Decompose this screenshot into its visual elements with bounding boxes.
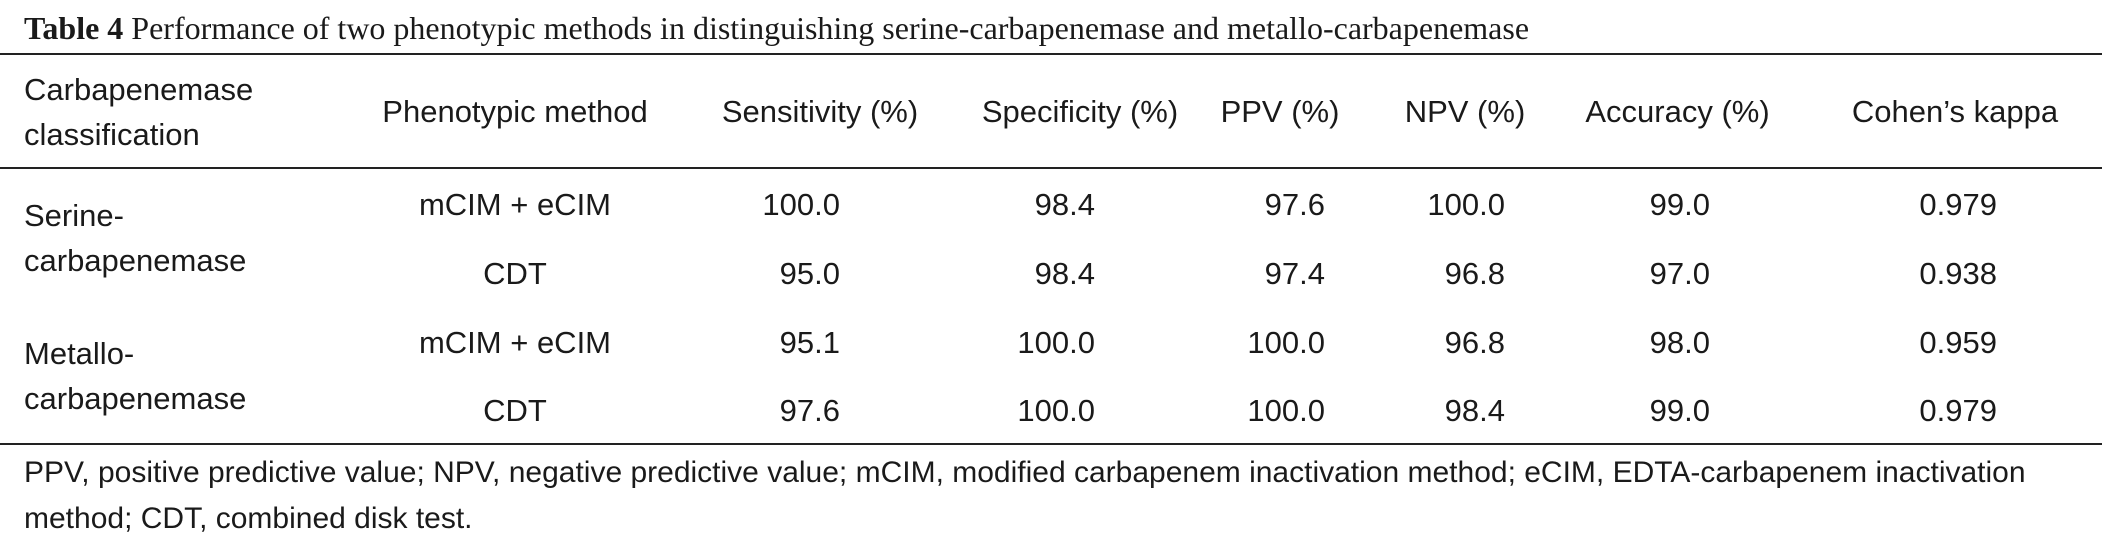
group-label-line1: Metallo- xyxy=(24,336,135,371)
cell-specificity: 98.4 xyxy=(1034,256,1095,291)
cell-method: CDT xyxy=(483,393,547,428)
cell-kappa: 0.979 xyxy=(1919,187,1997,222)
cell-ppv: 97.6 xyxy=(1264,187,1325,222)
header-classification-line2: classification xyxy=(24,117,200,152)
cell-npv: 100.0 xyxy=(1427,187,1505,222)
cell-sensitivity: 100.0 xyxy=(762,187,840,222)
caption-text: Performance of two phenotypic methods in… xyxy=(131,10,1530,46)
group-label-line2: carbapenemase xyxy=(24,381,247,416)
cell-ppv: 100.0 xyxy=(1247,393,1325,428)
cell-kappa: 0.938 xyxy=(1919,256,1997,291)
header-classification-line1: Carbapenemase xyxy=(24,72,254,107)
cell-ppv: 100.0 xyxy=(1247,325,1325,360)
bottom-rule xyxy=(0,443,2102,445)
table-caption: Table 4 Performance of two phenotypic me… xyxy=(24,6,1529,50)
cell-method: mCIM + eCIM xyxy=(418,325,612,360)
cell-accuracy: 98.0 xyxy=(1649,325,1710,360)
cell-accuracy: 97.0 xyxy=(1649,256,1710,291)
cell-specificity: 98.4 xyxy=(1034,187,1095,222)
header-npv: NPV (%) xyxy=(1404,94,1526,129)
header-accuracy: Accuracy (%) xyxy=(1585,94,1770,129)
header-specificity: Specificity (%) xyxy=(981,94,1179,129)
cell-sensitivity: 95.1 xyxy=(779,325,840,360)
group-label-line1: Serine- xyxy=(24,198,124,233)
cell-npv: 98.4 xyxy=(1444,393,1505,428)
cell-sensitivity: 95.0 xyxy=(779,256,840,291)
cell-specificity: 100.0 xyxy=(1017,393,1095,428)
header-kappa: Cohen’s kappa xyxy=(1851,94,2059,129)
cell-sensitivity: 97.6 xyxy=(779,393,840,428)
cell-accuracy: 99.0 xyxy=(1649,187,1710,222)
cell-kappa: 0.959 xyxy=(1919,325,1997,360)
header-ppv: PPV (%) xyxy=(1220,94,1340,129)
cell-kappa: 0.979 xyxy=(1919,393,1997,428)
header-method: Phenotypic method xyxy=(382,94,648,129)
header-rule xyxy=(0,167,2102,169)
cell-npv: 96.8 xyxy=(1444,256,1505,291)
header-sensitivity: Sensitivity (%) xyxy=(721,94,919,129)
group-label-line2: carbapenemase xyxy=(24,243,247,278)
cell-ppv: 97.4 xyxy=(1264,256,1325,291)
cell-npv: 96.8 xyxy=(1444,325,1505,360)
table-label: Table 4 xyxy=(24,10,124,46)
cell-method: mCIM + eCIM xyxy=(418,187,612,222)
cell-specificity: 100.0 xyxy=(1017,325,1095,360)
cell-accuracy: 99.0 xyxy=(1649,393,1710,428)
top-rule xyxy=(0,53,2102,55)
cell-method: CDT xyxy=(483,256,547,291)
table-footnote: PPV, positive predictive value; NPV, neg… xyxy=(24,456,2026,535)
